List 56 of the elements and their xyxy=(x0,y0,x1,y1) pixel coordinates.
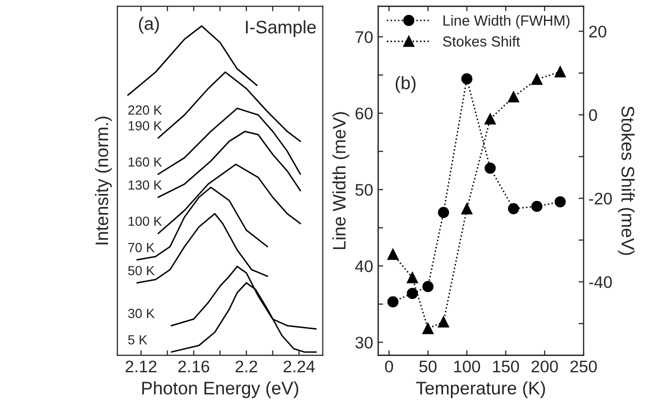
series-label: 160 K xyxy=(128,157,162,167)
point xyxy=(406,288,418,299)
legend-label: Stokes Shift xyxy=(442,36,520,47)
y2-tick-label: 20 xyxy=(589,26,606,38)
series-label: 190 K xyxy=(128,121,162,130)
annotation: (b) xyxy=(396,76,416,93)
series-label: 50 K xyxy=(128,266,155,276)
series-label: 5 K xyxy=(128,335,148,344)
series-label: 30 K xyxy=(128,308,155,318)
y2-tick-label: 0 xyxy=(589,109,598,122)
point xyxy=(438,316,450,328)
y-axis-title: Intensity (norm.) xyxy=(94,116,112,244)
legend-label: Line Width (FWHM) xyxy=(444,15,570,29)
point xyxy=(554,66,566,78)
y2-tick-label: -20 xyxy=(589,192,612,205)
series-label: 100 K xyxy=(128,216,162,226)
annotation: (a) xyxy=(139,16,159,34)
x-axis-title: Temperature (K) xyxy=(416,381,545,398)
point xyxy=(461,73,472,84)
y-tick-label: 40 xyxy=(355,260,373,272)
x-tick-label: 100 xyxy=(454,360,480,372)
point xyxy=(387,296,398,308)
point xyxy=(531,74,542,85)
y-tick-label: 30 xyxy=(355,336,373,349)
y2-tick-label: -40 xyxy=(589,276,612,288)
point xyxy=(461,203,472,214)
point xyxy=(422,323,434,334)
x-axis-title: Photon Energy (eV) xyxy=(142,381,298,398)
series-label: 220 K xyxy=(128,105,162,115)
y-tick-label: 60 xyxy=(356,108,373,120)
x-tick-label: 150 xyxy=(493,360,519,372)
point xyxy=(438,206,450,218)
y2-axis-title: Stokes Shift (meV) xyxy=(618,106,635,255)
point xyxy=(484,162,496,174)
y-axis-title: Line Width (meV) xyxy=(332,112,350,250)
point xyxy=(531,200,542,212)
point xyxy=(406,272,418,284)
x-tick-label: 0 xyxy=(385,360,394,372)
x-tick-label: 2.2 xyxy=(236,360,258,372)
x-tick-label: 2.12 xyxy=(126,360,156,372)
point xyxy=(422,281,434,292)
y-tick-label: 50 xyxy=(355,184,373,196)
x-tick-label: 200 xyxy=(532,360,558,372)
y-tick-label: 70 xyxy=(356,31,373,44)
annotation: I-Sample xyxy=(246,20,316,38)
point xyxy=(554,196,566,208)
series-label: 70 K xyxy=(128,242,155,252)
point xyxy=(508,91,520,102)
x-tick-label: 2.24 xyxy=(284,360,315,372)
x-tick-label: 50 xyxy=(419,360,437,372)
point xyxy=(484,113,496,125)
series-label: 130 K xyxy=(128,180,162,190)
x-tick-label: 2.16 xyxy=(178,360,210,372)
point xyxy=(387,248,398,260)
x-tick-label: 250 xyxy=(570,360,597,372)
point xyxy=(508,203,520,214)
